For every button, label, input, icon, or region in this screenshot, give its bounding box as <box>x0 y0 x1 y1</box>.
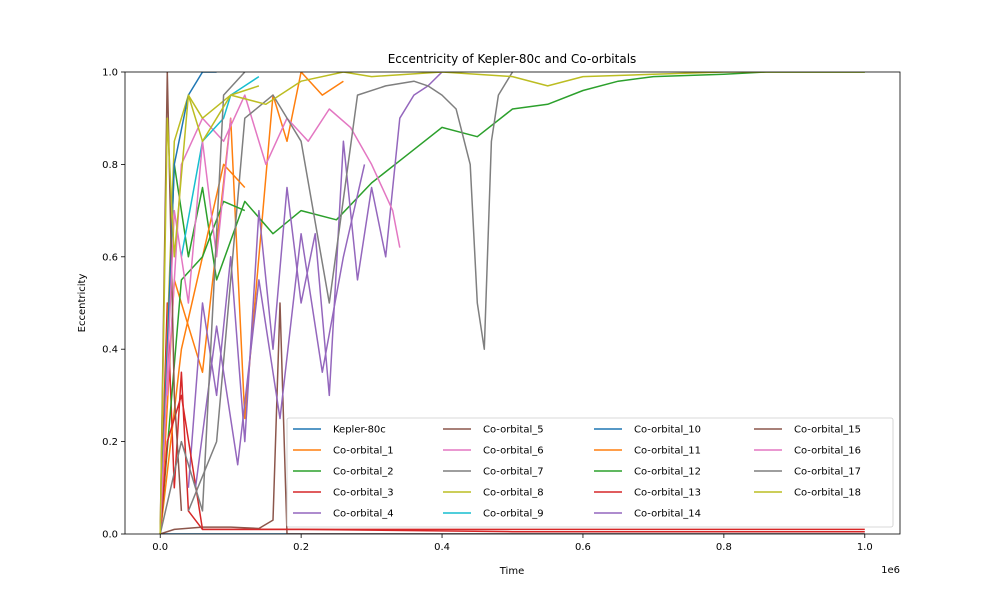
legend-label: Co-orbital_5 <box>483 425 544 436</box>
series-line-4 <box>187 72 443 488</box>
series-16 <box>159 118 232 534</box>
series-5 <box>159 302 865 534</box>
legend-label: Co-orbital_11 <box>634 446 701 457</box>
legend-item: Co-orbital_13 <box>594 488 701 499</box>
y-axis-title: Eccentricity <box>77 274 88 333</box>
legend-label: Co-orbital_9 <box>483 509 544 520</box>
series-line-1 <box>159 72 344 534</box>
y-tick-label: 0.6 <box>102 252 118 263</box>
legend-label: Co-orbital_13 <box>634 488 701 499</box>
legend-item: Co-orbital_16 <box>754 446 861 457</box>
legend-label: Co-orbital_8 <box>483 488 544 499</box>
series-7 <box>187 72 514 512</box>
series-2 <box>159 72 865 534</box>
series-line-17 <box>159 72 246 534</box>
series-line-5 <box>159 302 865 534</box>
x-tick-label: 0.6 <box>575 542 591 553</box>
y-tick-label: 1.0 <box>102 68 118 79</box>
legend-label: Co-orbital_6 <box>483 446 544 457</box>
series-line-2 <box>159 72 865 534</box>
legend-item: Co-orbital_4 <box>293 509 394 520</box>
series-line-9 <box>180 75 260 257</box>
legend-item: Co-orbital_12 <box>594 467 701 478</box>
legend-label: Co-orbital_18 <box>794 488 861 499</box>
x-axis-title: Time <box>499 566 524 577</box>
legend-label: Co-orbital_17 <box>794 467 861 478</box>
legend-label: Kepler-80c <box>333 425 386 436</box>
legend-item: Co-orbital_17 <box>754 467 861 478</box>
series-line-16 <box>159 118 232 534</box>
x-tick-label: 0.0 <box>152 542 168 553</box>
x-tick-label: 1.0 <box>857 542 873 553</box>
series-17 <box>159 72 246 534</box>
series-line-14 <box>194 164 366 488</box>
y-tick-label: 0.4 <box>102 345 118 356</box>
legend-box <box>286 417 894 528</box>
legend-label: Co-orbital_7 <box>483 467 544 478</box>
series-line-13 <box>159 394 865 534</box>
y-tick-label: 0.2 <box>102 437 118 448</box>
x-tick-label: 0.4 <box>434 542 450 553</box>
legend-item: Co-orbital_10 <box>594 425 701 436</box>
legend-item: Co-orbital_15 <box>754 425 861 436</box>
chart-title: Eccentricity of Kepler-80c and Co-orbita… <box>388 52 637 66</box>
x-tick-label: 0.8 <box>716 542 732 553</box>
legend-item: Co-orbital_11 <box>594 446 701 457</box>
series-line-18 <box>159 85 260 534</box>
series-14 <box>194 164 366 488</box>
legend-item: Co-orbital_2 <box>293 467 394 478</box>
legend-label: Co-orbital_16 <box>794 446 861 457</box>
x-tick-label: 0.2 <box>293 542 309 553</box>
legend-label: Co-orbital_3 <box>333 488 394 499</box>
y-tick-label: 0.0 <box>102 530 118 541</box>
legend-item: Co-orbital_18 <box>754 488 861 499</box>
series-9 <box>180 75 260 257</box>
legend-item: Co-orbital_9 <box>443 509 544 520</box>
legend-label: Co-orbital_14 <box>634 509 701 520</box>
legend-item: Co-orbital_6 <box>443 446 544 457</box>
series-8 <box>159 72 865 534</box>
series-line-7 <box>187 72 514 512</box>
legend-item: Co-orbital_14 <box>594 509 701 520</box>
y-tick-label: 0.8 <box>102 160 118 171</box>
legend-item: Co-orbital_7 <box>443 467 544 478</box>
series-layer <box>159 72 865 534</box>
legend-label: Co-orbital_15 <box>794 425 861 436</box>
x-axis-offset-label: 1e6 <box>881 565 900 576</box>
legend-item: Kepler-80c <box>293 425 386 436</box>
series-line-8 <box>159 72 865 534</box>
legend-label: Co-orbital_10 <box>634 425 701 436</box>
legend-item: Co-orbital_1 <box>293 446 394 457</box>
legend-label: Co-orbital_1 <box>333 446 394 457</box>
y-axis: 0.0 0.2 0.4 0.6 0.8 1.0 <box>102 68 125 541</box>
legend-item: Co-orbital_5 <box>443 425 544 436</box>
legend-label: Co-orbital_12 <box>634 467 701 478</box>
series-4 <box>187 72 443 488</box>
plot-frame <box>124 71 901 535</box>
legend: Kepler-80c Co-orbital_1 Co-orbital_2 Co-orb… <box>286 417 894 528</box>
legend-item: Co-orbital_3 <box>293 488 394 499</box>
series-18 <box>159 85 260 534</box>
legend-label: Co-orbital_2 <box>333 467 394 478</box>
x-axis: 0.0 0.2 0.4 0.6 0.8 1.0 <box>152 534 873 553</box>
legend-label: Co-orbital_4 <box>333 509 394 520</box>
series-1 <box>159 72 344 534</box>
series-13 <box>159 394 865 534</box>
legend-item: Co-orbital_8 <box>443 488 544 499</box>
